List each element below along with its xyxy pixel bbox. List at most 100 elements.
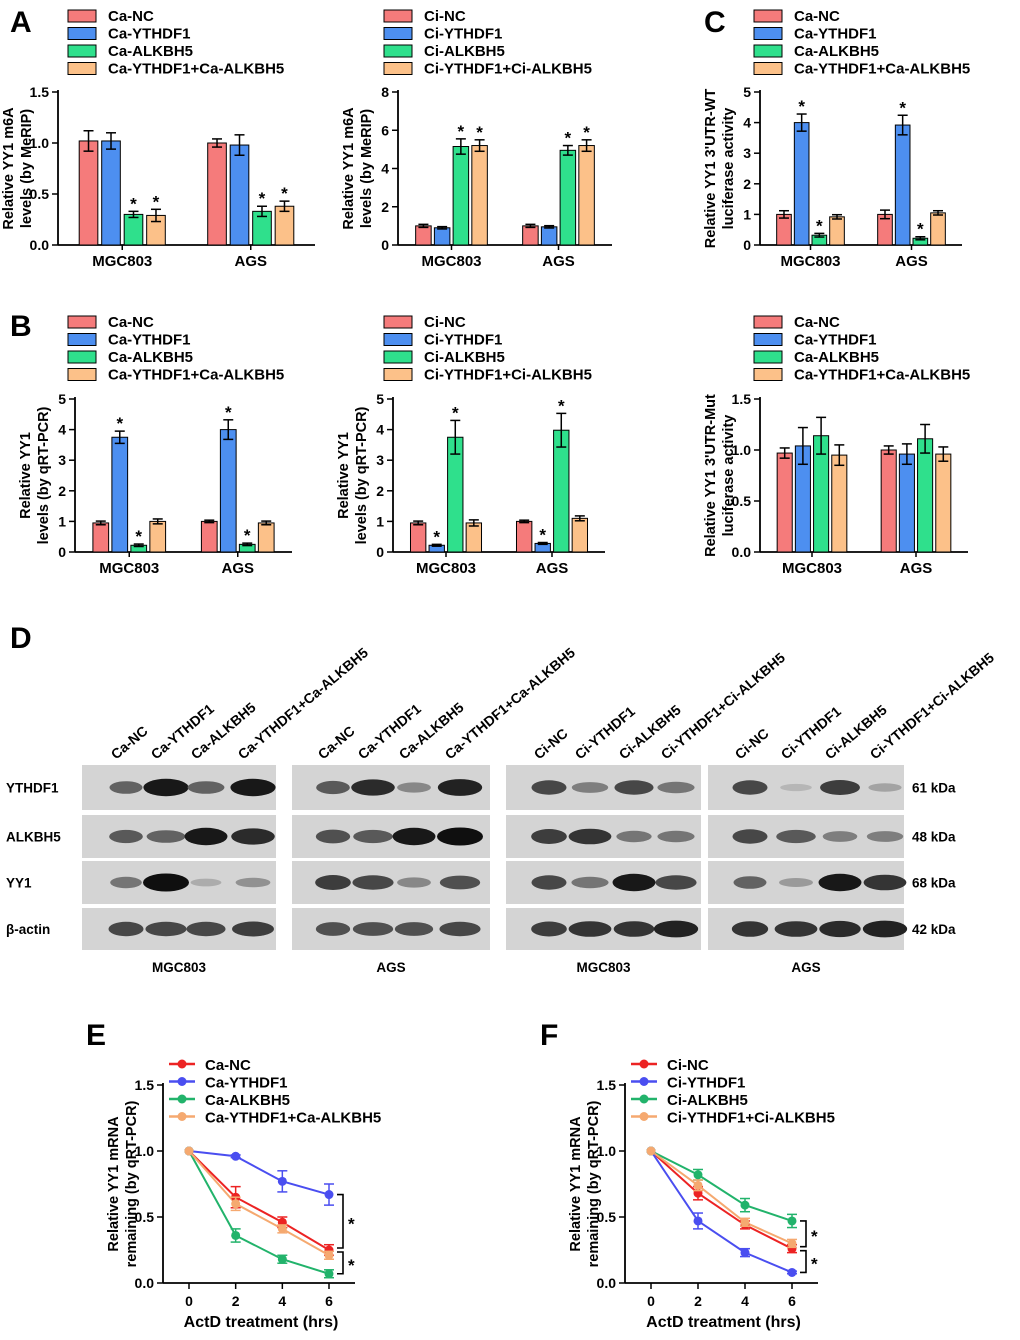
chart-f-series-line-1 — [650, 1150, 793, 1274]
chart-a-left-sig-star-3-0: * — [153, 192, 160, 211]
chart-b-left-sig-star-2-1: * — [244, 526, 251, 545]
chart-b-right-y-tick-label: 5 — [376, 391, 384, 407]
chart-b-left-sig-star-2-0: * — [135, 527, 142, 546]
chart-f-point-3-3 — [787, 1238, 797, 1248]
legend-c-top-1-label: Ca-YTHDF1 — [794, 26, 877, 43]
legend-f-1-label: Ci-YTHDF1 — [667, 1075, 745, 1092]
legend-b-right-3-label: Ci-YTHDF1+Ci-ALKBH5 — [424, 367, 592, 384]
chart-e-y-tick-label: 1.5 — [135, 1077, 155, 1093]
chart-e-x-tick-label-2: 4 — [278, 1293, 286, 1309]
blot-band-0-2-2 — [614, 780, 654, 795]
chart-c-bottom-y-axis-title-line-0: Relative YY1 3'UTR-Mut — [703, 394, 719, 557]
chart-b-left-bar-0-1 — [200, 520, 218, 553]
chart-c-top-sig-star-1-1: * — [899, 98, 906, 117]
blot-protein-label-1: ALKBH5 — [6, 830, 61, 845]
blot-band-0-1-0 — [316, 780, 350, 795]
blot-band-1-3-0 — [732, 829, 768, 844]
chart-b-right-category-label-1: AGS — [536, 560, 569, 577]
chart-c-top-category-label-0: MGC803 — [780, 253, 840, 270]
legend-b-right-3-swatch — [383, 368, 413, 381]
blot-lane-label-3-3: Ci-YTHDF1+Ci-ALKBH5 — [867, 649, 998, 762]
chart-f-y-tick-label: 1.5 — [597, 1077, 617, 1093]
chart-a-left-y-axis-title-line-0: Relative YY1 m6A — [1, 107, 17, 230]
chart-c-top-y-tick-label: 3 — [743, 145, 751, 161]
legend-b-right-0-swatch — [383, 315, 413, 329]
legend-c-top-1-swatch — [753, 27, 783, 40]
blot-cell-line-label-1: AGS — [376, 960, 405, 975]
chart-f-x-axis-title: ActD treatment (hrs) — [646, 1314, 801, 1331]
blot-band-2-3-1 — [779, 878, 813, 887]
blot-band-2-2-0 — [531, 875, 567, 890]
chart-a-left-sig-star-2-1: * — [259, 189, 266, 208]
chart-f-sig-bracket-1 — [800, 1249, 807, 1274]
blot-band-1-3-3 — [866, 831, 904, 842]
chart-c-top-y-tick-label: 2 — [743, 176, 751, 192]
chart-f-y-tick-label: 1.0 — [597, 1143, 617, 1159]
chart-a-left-category-label-1: AGS — [234, 253, 267, 270]
chart-b-left-bar-0-0 — [92, 522, 110, 553]
chart-f-series-line-0 — [650, 1150, 793, 1250]
chart-b-left-y-tick-label: 0 — [58, 544, 66, 560]
chart-b-left-y-axis-title-line-0: Relative YY1 — [18, 432, 34, 519]
blot-band-0-0-2 — [187, 781, 225, 794]
blot-band-3-2-1 — [568, 921, 612, 937]
legend-c-bottom-0-label: Ca-NC — [794, 314, 840, 331]
chart-a-right-bar-3-0 — [471, 145, 488, 246]
legend-f-0-label: Ci-NC — [667, 1057, 709, 1074]
legend-b-left-1-swatch — [67, 333, 97, 346]
blot-band-0-3-3 — [868, 783, 902, 792]
blot-band-3-1-1 — [352, 922, 394, 936]
chart-b-right-bar-3-1 — [571, 517, 589, 553]
chart-c-bottom-bar-1-1 — [898, 453, 915, 553]
legend-f-1-swatch-marker — [639, 1077, 649, 1086]
chart-b-right-sig-star-1-0: * — [433, 527, 440, 546]
chart-a-left-y-tick-label: 0.0 — [30, 237, 50, 253]
chart-a-right-category-label-0: MGC803 — [421, 253, 481, 270]
blot-lane-label-0-0: Ca-NC — [108, 723, 151, 763]
blot-band-1-1-0 — [315, 829, 351, 844]
chart-b-right-bar-2-1 — [553, 429, 570, 553]
blot-band-2-1-1 — [352, 875, 394, 890]
chart-f-x-tick-label-0: 0 — [647, 1293, 655, 1309]
chart-a-right-category-label-1: AGS — [542, 253, 575, 270]
legend-e-0-swatch-marker — [177, 1059, 187, 1069]
blot-protein-label-3: β-actin — [6, 922, 50, 937]
legend-a-left-3-swatch — [67, 62, 97, 75]
chart-a-left-y-tick-label: 1.0 — [30, 135, 50, 151]
blot-band-1-0-2 — [184, 827, 228, 846]
blot-band-2-2-1 — [571, 876, 609, 889]
blot-band-0-3-0 — [732, 780, 768, 795]
chart-e-x-axis-title: ActD treatment (hrs) — [184, 1314, 339, 1331]
chart-c-bottom-bar-3-0 — [831, 454, 848, 553]
chart-b-right-y-tick-label: 1 — [376, 513, 384, 529]
blot-band-3-1-0 — [315, 922, 351, 936]
chart-a-right-sig-star-2-0: * — [458, 122, 465, 141]
blot-band-0-2-3 — [657, 781, 695, 794]
legend-b-right-1-label: Ci-YTHDF1 — [424, 332, 502, 349]
chart-b-left-y-tick-label: 1 — [58, 513, 66, 529]
chart-c-bottom-bar-2-1 — [917, 438, 934, 553]
chart-e-point-3-1 — [231, 1199, 241, 1209]
chart-e-y-tick-label: 1.0 — [135, 1143, 155, 1159]
blot-band-2-2-2 — [612, 873, 656, 892]
legend-f-3-swatch-marker — [639, 1112, 649, 1121]
chart-a-left-y-tick-label: 0.5 — [30, 186, 50, 202]
chart-a-left-y-axis-title-line-1: levels (by MeRIP) — [19, 109, 35, 228]
chart-f-series-line-3 — [650, 1150, 793, 1245]
blot-band-1-2-1 — [568, 828, 612, 845]
chart-f-y-axis-title-line-0: Relative YY1 mRNA — [568, 1116, 584, 1252]
chart-a-right-sig-star-2-1: * — [565, 129, 572, 148]
chart-e-point-1-1 — [231, 1151, 241, 1161]
chart-b-left-y-tick-label: 3 — [58, 452, 66, 468]
chart-f-sig-bracket-star-0: * — [811, 1227, 818, 1246]
blot-band-0-1-3 — [437, 779, 483, 796]
chart-c-top-sig-star-2-0: * — [816, 216, 823, 235]
chart-e-point-2-2 — [277, 1254, 287, 1264]
chart-a-left-bar-1-1 — [229, 144, 250, 246]
blot-band-3-3-0 — [731, 921, 769, 937]
chart-f-point-3-2 — [740, 1217, 750, 1227]
chart-b-left-sig-star-1-0: * — [116, 414, 123, 433]
panel-label-B: B — [10, 310, 32, 343]
blot-band-0-0-0 — [109, 781, 143, 794]
chart-b-right-bar-0-1 — [515, 520, 533, 553]
